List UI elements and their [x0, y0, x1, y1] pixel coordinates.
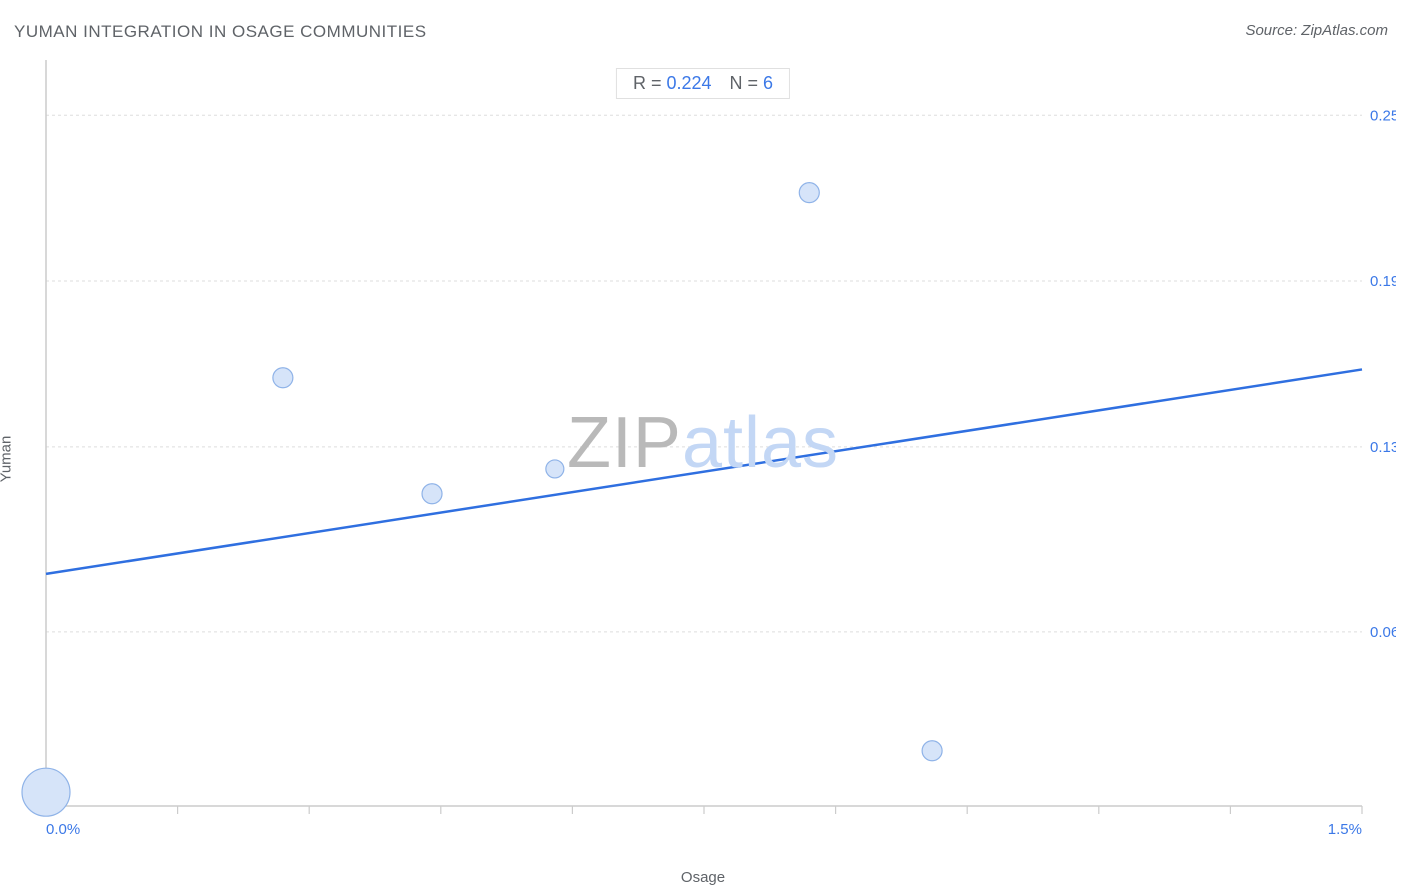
- svg-text:0.0%: 0.0%: [46, 821, 80, 838]
- stat-r-value: 0.224: [666, 73, 711, 93]
- chart-source: Source: ZipAtlas.com: [1245, 22, 1388, 39]
- stat-n-value: 6: [763, 73, 773, 93]
- stat-r: R = 0.224: [633, 73, 712, 94]
- stat-n-label: N =: [730, 73, 759, 93]
- svg-text:1.5%: 1.5%: [1328, 821, 1362, 838]
- stat-n: N = 6: [730, 73, 774, 94]
- stat-r-label: R =: [633, 73, 662, 93]
- svg-text:0.13%: 0.13%: [1370, 439, 1396, 456]
- chart-title: YUMAN INTEGRATION IN OSAGE COMMUNITIES: [14, 22, 427, 41]
- svg-text:0.19%: 0.19%: [1370, 273, 1396, 290]
- x-axis-label: Osage: [681, 869, 725, 886]
- scatter-chart: 0.0% 1.5% 0.063% 0.13% 0.19% 0.25%: [10, 56, 1396, 862]
- plot-area: Yuman Osage R = 0.224 N = 6 ZIPatlas 0.0…: [10, 56, 1396, 862]
- svg-text:0.063%: 0.063%: [1370, 624, 1396, 641]
- stats-box: R = 0.224 N = 6: [616, 68, 790, 99]
- svg-text:0.25%: 0.25%: [1370, 107, 1396, 124]
